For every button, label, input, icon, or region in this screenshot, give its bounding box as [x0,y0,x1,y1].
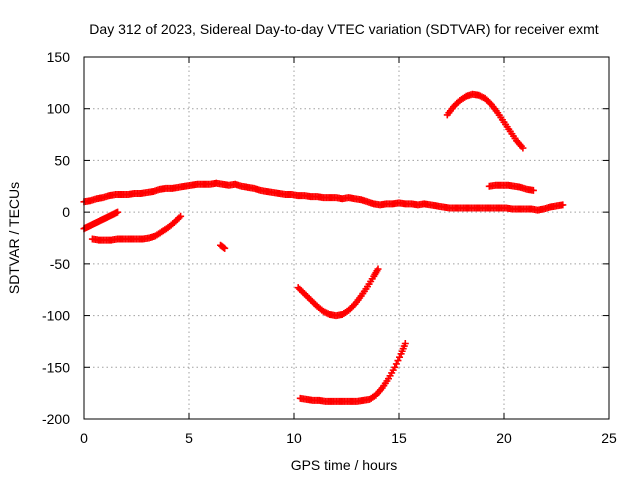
data-point [177,212,185,220]
y-tick-label: -200 [42,411,70,427]
data-point [392,360,400,368]
y-tick-label: 100 [47,101,71,117]
ticks [83,56,610,420]
x-axis-label: GPS time / hours [291,457,398,473]
y-tick-label: -150 [42,359,70,375]
y-tick-label: 0 [62,204,70,220]
series-low-flat [88,212,185,244]
y-tick-label: -50 [50,256,70,272]
data-point [559,201,567,209]
data-point [519,144,527,152]
data-point [394,357,402,365]
x-tick-label: 20 [496,430,512,446]
series-short-mid [485,181,537,194]
x-tick-label: 15 [391,430,407,446]
grid [84,57,609,419]
series-isolated [217,241,229,252]
y-tick-label: 50 [54,152,70,168]
y-tick-label: 150 [47,49,71,65]
series-bowl-mid [294,265,382,320]
series-bowl-low [296,339,409,405]
data-point [529,186,537,194]
chart-title: Day 312 of 2023, Sidereal Day-to-day VTE… [89,21,598,37]
series-main-band [80,179,567,214]
y-tick-labels: -200 -150 -100 -50 0 50 100 150 [42,49,70,427]
x-tick-label: 0 [80,430,88,446]
x-tick-label: 25 [601,430,617,446]
data-point [374,265,382,273]
x-tick-label: 10 [286,430,302,446]
data-points [80,90,567,405]
y-tick-label: -100 [42,308,70,324]
data-point [114,208,122,216]
x-tick-label: 5 [185,430,193,446]
x-tick-labels: 0 5 10 15 20 25 [80,430,617,446]
data-point [221,244,229,252]
series-arc-high [443,90,527,152]
plot-frame [83,56,610,420]
y-axis-label: SDTVAR / TECUs [6,182,22,294]
data-point [401,339,409,347]
